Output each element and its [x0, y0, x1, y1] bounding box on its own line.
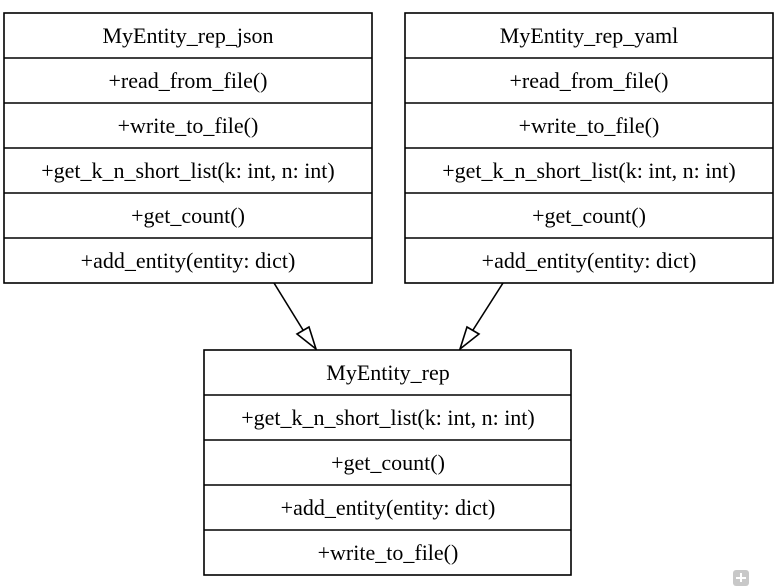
inheritance-arrowhead	[458, 325, 481, 352]
class-method: +get_count()	[131, 203, 245, 228]
class-method: +get_k_n_short_list(k: int, n: int)	[41, 158, 335, 183]
class-method: +write_to_file()	[118, 113, 259, 138]
class-method: +write_to_file()	[519, 113, 660, 138]
inheritance-edge-json-to-base	[273, 282, 318, 352]
class-method: +write_to_file()	[318, 540, 459, 565]
class-method: +get_count()	[532, 203, 646, 228]
class-box-myentity-rep-json[interactable]: MyEntity_rep_json +read_from_file() +wri…	[3, 12, 373, 284]
class-method: +add_entity(entity: dict)	[281, 495, 496, 520]
class-method: +add_entity(entity: dict)	[81, 248, 296, 273]
class-name: MyEntity_rep_yaml	[500, 23, 678, 48]
zoom-in-icon[interactable]	[733, 570, 749, 586]
class-method: +read_from_file()	[510, 68, 669, 93]
class-name: MyEntity_rep_json	[102, 23, 273, 48]
class-box-myentity-rep-yaml[interactable]: MyEntity_rep_yaml +read_from_file() +wri…	[404, 12, 774, 284]
class-name: MyEntity_rep	[326, 360, 449, 385]
class-method: +get_k_n_short_list(k: int, n: int)	[442, 158, 736, 183]
inheritance-arrowhead	[295, 325, 318, 352]
class-method: +get_count()	[331, 450, 445, 475]
class-method: +read_from_file()	[109, 68, 268, 93]
class-box-myentity-rep[interactable]: MyEntity_rep +get_k_n_short_list(k: int,…	[203, 349, 572, 576]
inheritance-edge-yaml-to-base	[458, 282, 504, 352]
class-method: +add_entity(entity: dict)	[482, 248, 697, 273]
class-method: +get_k_n_short_list(k: int, n: int)	[241, 405, 535, 430]
